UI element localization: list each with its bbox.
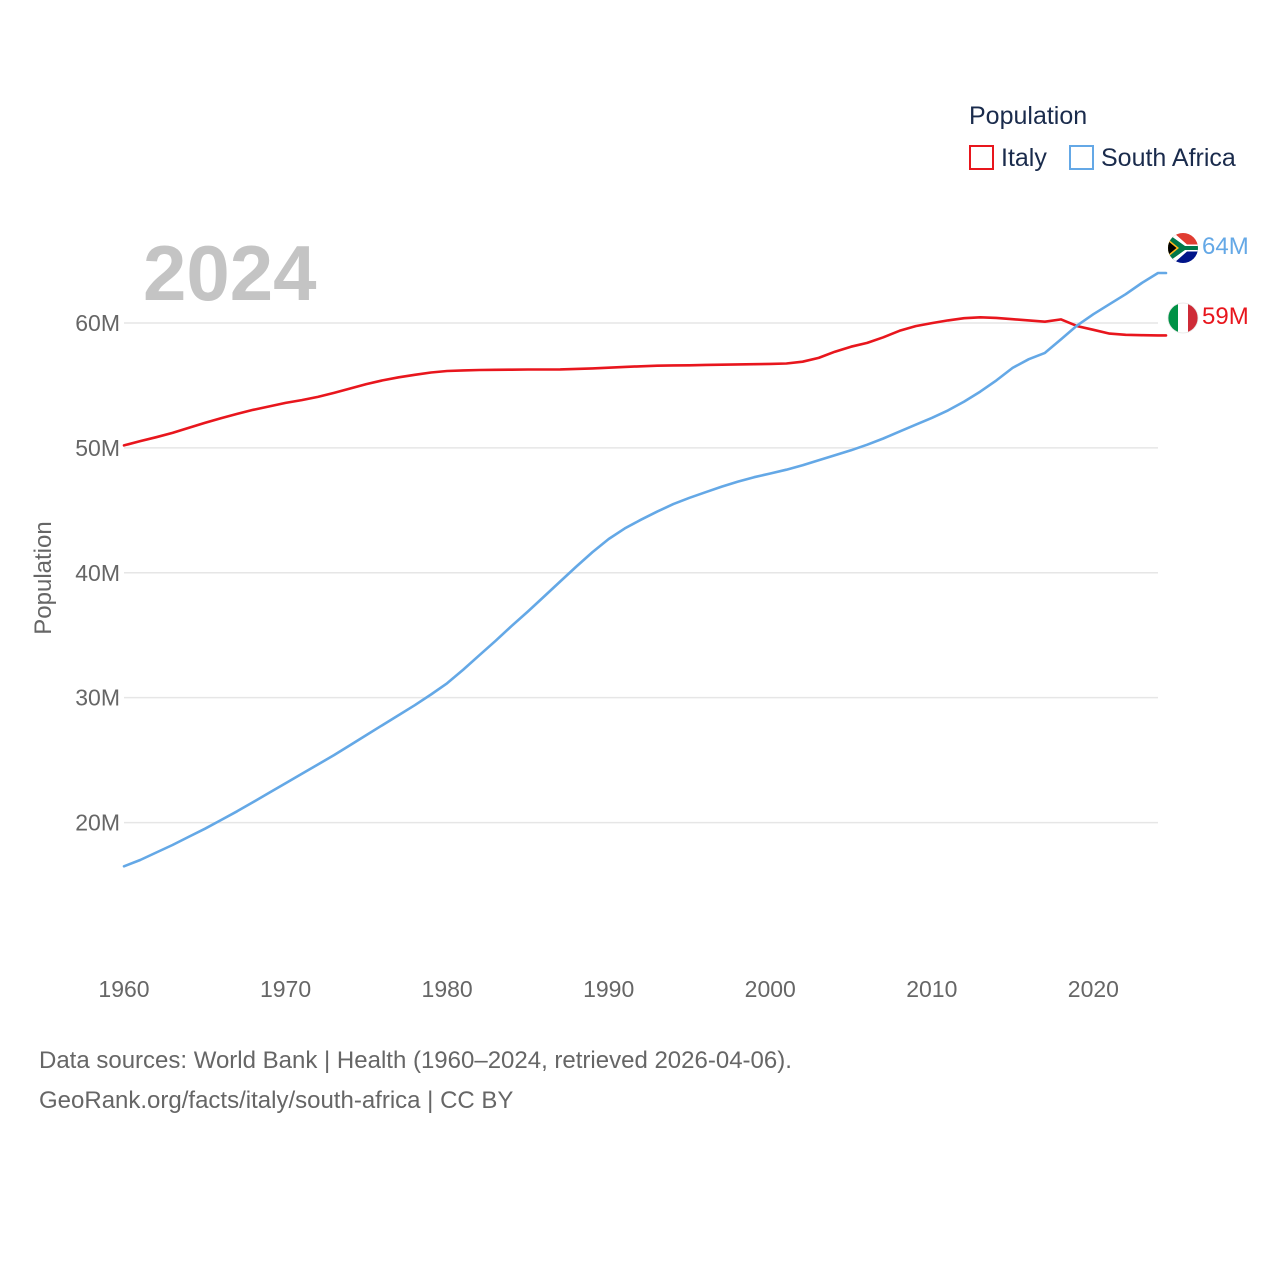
source-line-1: Data sources: World Bank | Health (1960–…	[39, 1047, 792, 1074]
south-africa-flag-icon	[1168, 233, 1198, 263]
x-tick-label: 1990	[583, 976, 634, 1002]
x-tick-label: 2010	[906, 976, 957, 1002]
legend: Population Italy South Africa	[969, 102, 1236, 172]
x-tick-label: 2000	[745, 976, 796, 1002]
x-tick-label: 2020	[1068, 976, 1119, 1002]
y-axis-ticks: 20M 30M 40M 50M 60M	[75, 310, 120, 836]
end-label-south-africa: 64M	[1202, 233, 1249, 260]
y-tick-label: 30M	[75, 685, 120, 711]
x-axis-ticks: 1960 1970 1980 1990 2000 2010 2020	[98, 976, 1119, 1002]
x-tick-label: 1960	[98, 976, 149, 1002]
end-label-italy: 59M	[1202, 303, 1249, 330]
y-tick-label: 20M	[75, 810, 120, 836]
legend-title: Population	[969, 102, 1087, 130]
x-tick-label: 1980	[422, 976, 473, 1002]
series-line-south-africa[interactable]	[122, 271, 1168, 868]
x-tick-label: 1970	[260, 976, 311, 1002]
legend-item-south-africa[interactable]: South Africa	[1069, 144, 1236, 172]
series-lines	[122, 271, 1168, 868]
y-axis-label: Population	[30, 521, 57, 634]
gridlines	[124, 322, 1158, 824]
legend-item-italy[interactable]: Italy	[969, 144, 1047, 172]
legend-swatch-south-africa	[1069, 145, 1094, 170]
y-tick-label: 50M	[75, 435, 120, 461]
legend-label-south-africa: South Africa	[1101, 144, 1236, 172]
year-label: 2024	[143, 229, 317, 317]
y-tick-label: 40M	[75, 560, 120, 586]
legend-swatch-italy	[969, 145, 994, 170]
italy-flag-icon	[1167, 302, 1199, 334]
legend-label-italy: Italy	[1001, 144, 1047, 172]
series-line-italy[interactable]	[122, 316, 1168, 447]
y-tick-label: 60M	[75, 310, 120, 336]
source-line-2[interactable]: GeoRank.org/facts/italy/south-africa | C…	[39, 1087, 513, 1114]
